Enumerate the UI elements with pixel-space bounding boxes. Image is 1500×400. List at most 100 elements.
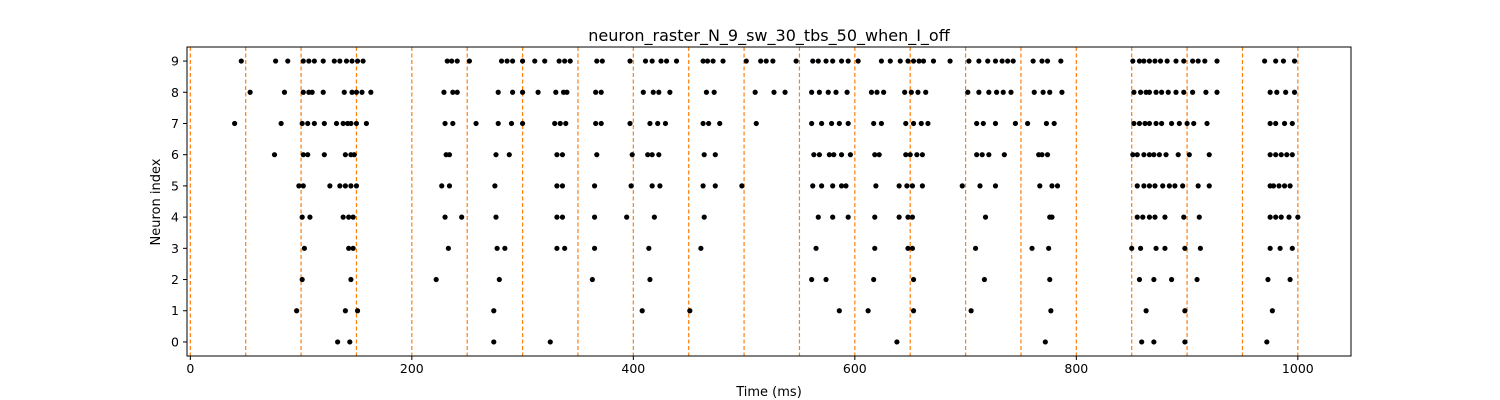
spike-n7-3 xyxy=(305,120,311,127)
spike-n3-13 xyxy=(905,245,911,251)
spike-n7-24 xyxy=(647,120,653,127)
spike-n9-71 xyxy=(1136,58,1143,64)
spike-n9-24 xyxy=(562,58,568,64)
spike-n7-22 xyxy=(598,120,604,127)
spike-n6-24 xyxy=(838,152,845,158)
spike-n9-15 xyxy=(454,58,460,64)
spike-n2-10 xyxy=(981,276,988,283)
neuron-4-spikes xyxy=(299,214,1301,220)
spike-n4-16 xyxy=(845,214,851,220)
spike-n7-40 xyxy=(918,120,924,127)
spike-n7-18 xyxy=(552,120,558,127)
spike-n8-35 xyxy=(833,89,839,95)
spike-n4-34 xyxy=(1286,214,1292,220)
spike-n8-14 xyxy=(495,89,501,95)
spike-n4-1 xyxy=(307,214,313,220)
spike-n1-9 xyxy=(968,308,974,314)
spike-n7-49 xyxy=(1131,120,1137,127)
spike-n9-74 xyxy=(1152,58,1158,64)
spike-n0-9 xyxy=(1264,339,1270,345)
spike-n6-21 xyxy=(816,152,822,158)
spike-n3-5 xyxy=(502,245,508,251)
spike-n8-34 xyxy=(825,89,831,95)
spike-n4-8 xyxy=(554,214,560,220)
spike-n9-68 xyxy=(1044,58,1051,64)
spike-n5-33 xyxy=(1049,183,1055,189)
spike-n8-24 xyxy=(650,89,656,95)
spike-n6-28 xyxy=(903,152,909,158)
spike-n7-28 xyxy=(706,120,712,127)
spike-n8-23 xyxy=(640,89,646,95)
spike-n3-19 xyxy=(1137,245,1144,251)
spike-n7-41 xyxy=(925,120,931,127)
spike-n8-43 xyxy=(923,89,929,95)
spike-n8-13 xyxy=(454,89,460,95)
spike-n8-55 xyxy=(1137,89,1144,95)
spike-n9-69 xyxy=(1058,58,1064,64)
spike-markers xyxy=(232,58,1301,345)
spike-n7-62 xyxy=(1281,120,1288,127)
spike-n9-82 xyxy=(1214,58,1220,64)
spike-n5-47 xyxy=(1276,183,1282,189)
spike-n8-12 xyxy=(450,89,456,95)
spike-n7-45 xyxy=(1012,120,1019,127)
spike-n9-0 xyxy=(238,58,244,64)
spike-n2-12 xyxy=(1136,276,1143,283)
spike-n5-38 xyxy=(1152,183,1158,189)
spike-n3-18 xyxy=(1129,245,1135,251)
spike-n5-6 xyxy=(353,183,360,189)
spike-n2-15 xyxy=(1194,276,1200,283)
spike-n5-17 xyxy=(712,183,718,189)
spike-n1-11 xyxy=(1143,308,1149,314)
spike-n1-13 xyxy=(1269,308,1275,314)
spike-n2-6 xyxy=(809,276,815,283)
spike-n9-33 xyxy=(673,58,680,64)
spike-n7-37 xyxy=(878,120,885,127)
spike-n9-46 xyxy=(830,58,836,64)
spike-n5-18 xyxy=(739,183,745,189)
spike-n9-9 xyxy=(343,58,350,64)
spike-n2-0 xyxy=(299,276,305,283)
spike-n5-28 xyxy=(919,183,925,189)
neuron-2-spikes xyxy=(299,276,1293,283)
spike-n9-7 xyxy=(331,58,337,64)
spike-n9-53 xyxy=(905,58,911,64)
spike-n6-30 xyxy=(914,152,920,158)
spike-n9-19 xyxy=(510,58,516,64)
spike-n8-62 xyxy=(1181,89,1187,95)
spike-n9-41 xyxy=(770,58,776,64)
spike-n1-4 xyxy=(639,308,645,314)
spike-n2-8 xyxy=(871,276,877,283)
spike-n6-39 xyxy=(1130,152,1136,158)
spike-n8-6 xyxy=(341,89,347,95)
spike-n9-42 xyxy=(793,58,799,64)
spike-n3-10 xyxy=(698,245,704,251)
spike-n5-44 xyxy=(1206,183,1212,189)
spike-n4-9 xyxy=(559,214,566,220)
spike-n7-16 xyxy=(508,120,515,127)
spike-n9-26 xyxy=(594,58,600,64)
spike-n3-3 xyxy=(445,245,451,251)
spike-n9-76 xyxy=(1164,58,1170,64)
y-tick-label-3: 3 xyxy=(171,241,179,256)
spike-n8-64 xyxy=(1203,89,1209,95)
spike-n9-77 xyxy=(1173,58,1179,64)
spike-n9-84 xyxy=(1273,58,1279,64)
spike-n0-0 xyxy=(335,339,341,345)
spike-n6-4 xyxy=(342,152,348,158)
spike-n8-42 xyxy=(915,89,921,95)
spike-n7-7 xyxy=(340,120,346,127)
spike-n4-31 xyxy=(1267,214,1273,220)
spike-n9-56 xyxy=(920,58,927,64)
spike-n5-35 xyxy=(1134,183,1140,189)
spike-n7-38 xyxy=(903,120,909,127)
spike-n7-44 xyxy=(992,120,999,127)
spike-n2-7 xyxy=(823,276,829,283)
spike-n6-53 xyxy=(1289,152,1295,158)
spike-n7-15 xyxy=(495,120,501,127)
spike-n9-83 xyxy=(1262,58,1268,64)
spike-n2-4 xyxy=(589,276,595,283)
spike-n8-45 xyxy=(976,89,982,95)
spike-n9-47 xyxy=(838,58,845,64)
spike-n2-5 xyxy=(647,276,653,283)
